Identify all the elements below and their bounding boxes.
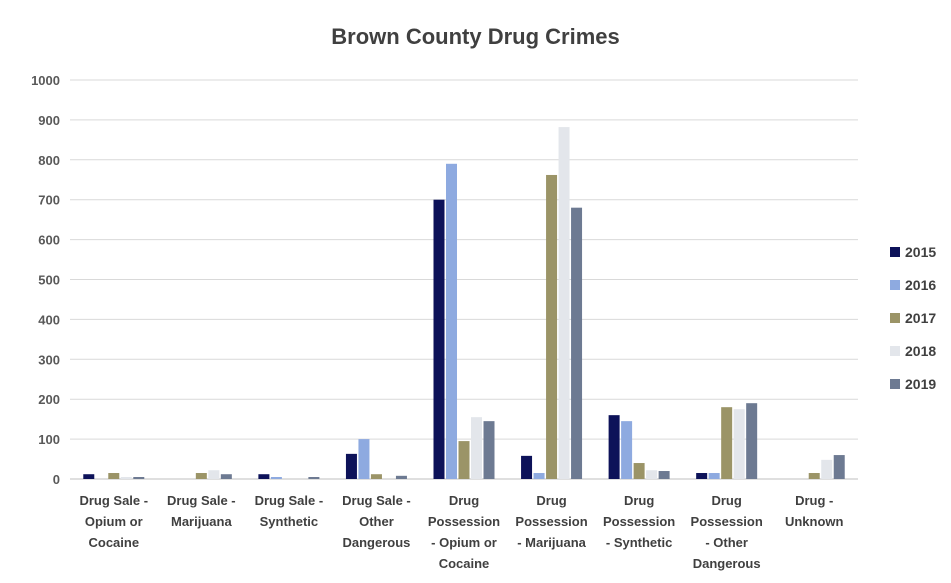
y-tick-label: 600 — [38, 233, 60, 248]
x-tick-label: - Opium or — [431, 535, 497, 550]
bar — [258, 474, 270, 479]
bar — [746, 403, 758, 479]
x-tick-label: Drug — [711, 493, 741, 508]
x-tick-label: Marijuana — [171, 514, 232, 529]
legend-label: 2015 — [905, 244, 936, 260]
x-tick-label: Drug - — [795, 493, 833, 508]
x-tick-label: Drug Sale - — [79, 493, 148, 508]
bar — [621, 421, 633, 479]
x-tick-label: Possession — [515, 514, 587, 529]
chart-title: Brown County Drug Crimes — [331, 24, 620, 49]
x-tick-label: Possession — [603, 514, 675, 529]
bar — [483, 421, 495, 479]
x-tick-label: Opium or — [85, 514, 143, 529]
bar — [345, 453, 357, 479]
bar — [571, 207, 583, 479]
bar — [108, 473, 120, 479]
bar — [471, 417, 482, 479]
y-tick-label: 1000 — [31, 73, 60, 88]
bar — [608, 415, 620, 479]
legend-swatch — [890, 346, 900, 356]
y-tick-label: 0 — [53, 472, 60, 487]
bar — [358, 439, 370, 479]
y-tick-label: 300 — [38, 352, 60, 367]
bar — [833, 455, 845, 479]
bar — [446, 163, 457, 480]
legend-label: 2019 — [905, 376, 936, 392]
y-tick-label: 100 — [38, 432, 60, 447]
x-tick-label: - Marijuana — [517, 535, 586, 550]
bar — [395, 475, 407, 479]
x-tick-label: Cocaine — [88, 535, 139, 550]
bar — [433, 199, 445, 479]
bar — [646, 470, 658, 479]
bar — [133, 477, 145, 479]
x-tick-label: Cocaine — [439, 556, 490, 571]
bar — [220, 474, 232, 479]
y-tick-label: 500 — [38, 273, 60, 288]
bar — [308, 477, 320, 479]
y-tick-label: 400 — [38, 312, 60, 327]
bar — [708, 473, 720, 479]
bar — [270, 477, 282, 479]
bar — [808, 473, 820, 479]
bar — [521, 455, 533, 479]
legend-swatch — [890, 247, 900, 257]
bar — [696, 473, 708, 479]
bar — [721, 407, 733, 479]
y-tick-label: 900 — [38, 113, 60, 128]
bar — [458, 441, 470, 479]
bar — [733, 409, 745, 479]
x-tick-label: - Other — [705, 535, 748, 550]
bar — [821, 459, 833, 479]
legend-swatch — [890, 313, 900, 323]
x-tick-label: Drug Sale - — [342, 493, 411, 508]
x-tick-label: Drug — [449, 493, 479, 508]
legend-swatch — [890, 379, 900, 389]
y-tick-label: 200 — [38, 392, 60, 407]
legend-swatch — [890, 280, 900, 290]
bar — [658, 471, 670, 479]
bar — [546, 174, 558, 479]
x-tick-label: Dangerous — [693, 556, 761, 571]
x-tick-label: Dangerous — [342, 535, 410, 550]
x-tick-label: Drug Sale - — [255, 493, 324, 508]
bar — [83, 474, 95, 479]
x-tick-label: Drug — [536, 493, 566, 508]
bar — [533, 473, 545, 479]
x-tick-label: Unknown — [785, 514, 844, 529]
bar — [120, 477, 132, 479]
legend-label: 2018 — [905, 343, 936, 359]
x-tick-label: - Synthetic — [606, 535, 672, 550]
x-tick-label: Drug Sale - — [167, 493, 236, 508]
x-tick-label: Synthetic — [260, 514, 319, 529]
x-tick-label: Drug — [624, 493, 654, 508]
legend-label: 2017 — [905, 310, 936, 326]
x-tick-label: Possession — [691, 514, 763, 529]
bar — [208, 470, 220, 479]
legend-label: 2016 — [905, 277, 936, 293]
bar — [370, 474, 382, 479]
x-tick-label: Possession — [428, 514, 500, 529]
bar — [195, 473, 207, 479]
bar — [558, 127, 570, 479]
bar — [633, 463, 645, 479]
x-tick-label: Other — [359, 514, 394, 529]
y-tick-label: 800 — [38, 153, 60, 168]
y-tick-label: 700 — [38, 193, 60, 208]
